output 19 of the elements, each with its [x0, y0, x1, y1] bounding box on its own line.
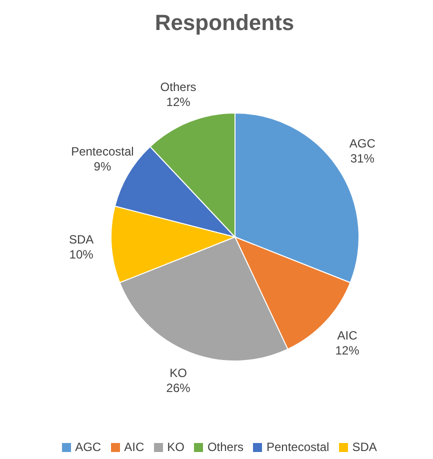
slice-label: KO: [170, 366, 187, 380]
slice-label: Others: [160, 80, 196, 94]
data-label: 12%: [166, 94, 191, 109]
legend-label: AGC: [75, 440, 102, 454]
data-label: 10%: [69, 248, 94, 262]
legend-label: KO: [167, 440, 184, 454]
legend-label: Pentecostal: [266, 440, 330, 454]
legend-label: AIC: [124, 440, 144, 454]
legend-label: SDA: [352, 440, 377, 454]
data-label: 12%: [335, 343, 360, 358]
slice-label: AGC: [349, 136, 376, 150]
slice-label: SDA: [68, 232, 94, 247]
legend-label: Others: [207, 440, 244, 454]
slice-label: Pentecostal: [71, 144, 134, 159]
slice-label: AIC: [337, 328, 358, 342]
chart-title: Respondents: [154, 9, 296, 37]
data-label: 26%: [166, 381, 191, 396]
data-label: 31%: [350, 151, 375, 166]
data-label: 9%: [94, 160, 112, 174]
